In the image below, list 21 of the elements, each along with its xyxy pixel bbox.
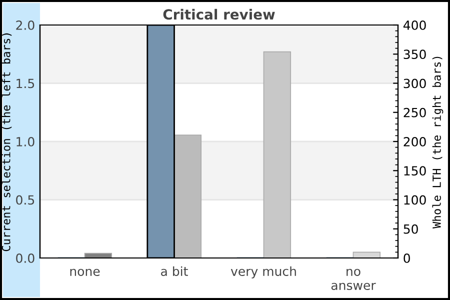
x-tick-label: very much	[230, 266, 296, 278]
y-tick-label: 0.5	[16, 195, 34, 205]
y2-axis-title: Whole LTH (the right bars)	[432, 56, 444, 228]
x-tick-label: no answer	[331, 268, 376, 290]
y2-tick-label: 250	[404, 108, 426, 118]
y2-tick-label: 0	[404, 253, 410, 263]
y2-tick-label: 400	[403, 20, 426, 30]
y-tick-label: 0.0	[16, 253, 34, 263]
y2-tick-label: 350	[404, 50, 426, 60]
y-tick-label: 2.0	[16, 20, 34, 30]
y-axis-title: Current selection (the left bars)	[2, 33, 12, 252]
y2-tick-label: 300	[404, 78, 426, 88]
x-tick-label: none	[70, 268, 100, 276]
y-tick-label: 1.5	[16, 78, 34, 88]
y-tick-label: 1.0	[16, 136, 34, 146]
x-tick-label: a bit	[161, 266, 188, 276]
chart-title: Critical review	[163, 8, 275, 20]
y2-tick-label: 150	[404, 166, 426, 176]
y2-tick-label: 50	[404, 224, 418, 234]
y2-tick-label: 200	[404, 136, 426, 146]
y2-tick-label: 100	[404, 195, 426, 205]
